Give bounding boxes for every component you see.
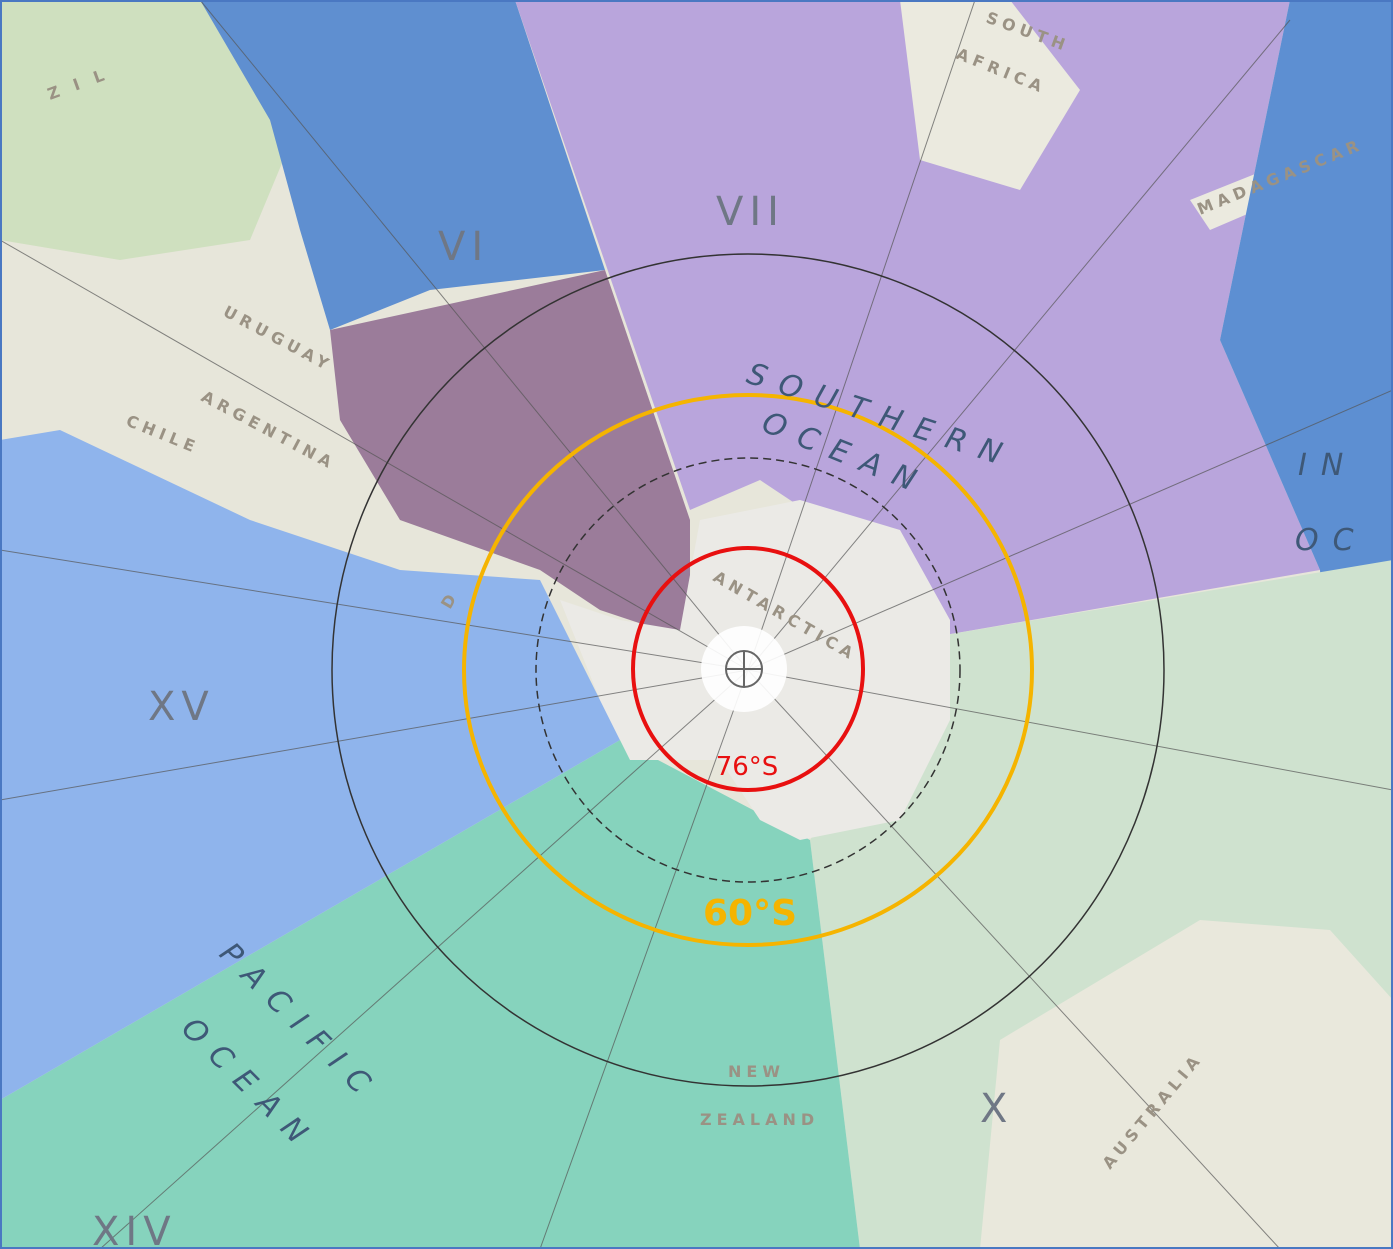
- sector-label: VII: [716, 189, 785, 235]
- sector-vi: [330, 270, 690, 640]
- land-green: [0, 0, 300, 260]
- sector-label: XIV: [92, 1209, 177, 1249]
- sector-xiv: [0, 740, 860, 1249]
- africa: [900, 0, 1080, 190]
- sector-xv: [0, 430, 620, 1100]
- inner-circle: [631, 546, 865, 792]
- sector-vii: [515, 0, 1320, 635]
- inner-circle-label: 76°S: [716, 752, 779, 782]
- sector-label: XV: [148, 684, 215, 730]
- latitude-circle-dashed: [535, 457, 961, 883]
- outer-circle-label: 60°S: [703, 893, 797, 934]
- ocean-label: OC: [1295, 523, 1368, 558]
- ocean-dark: [200, 0, 605, 330]
- latitude-circle: [331, 253, 1165, 1087]
- australia: [980, 920, 1393, 1249]
- ocean-label: IN: [1298, 448, 1357, 483]
- pole-cross: [726, 651, 762, 687]
- ocean-indian: [1220, 0, 1393, 720]
- outer-circle: [462, 393, 1034, 947]
- sector-label: X: [980, 1086, 1013, 1132]
- place-label: ZEALAND: [700, 1110, 819, 1129]
- sector-label: VI: [438, 224, 489, 270]
- place-label: NEW: [728, 1062, 785, 1081]
